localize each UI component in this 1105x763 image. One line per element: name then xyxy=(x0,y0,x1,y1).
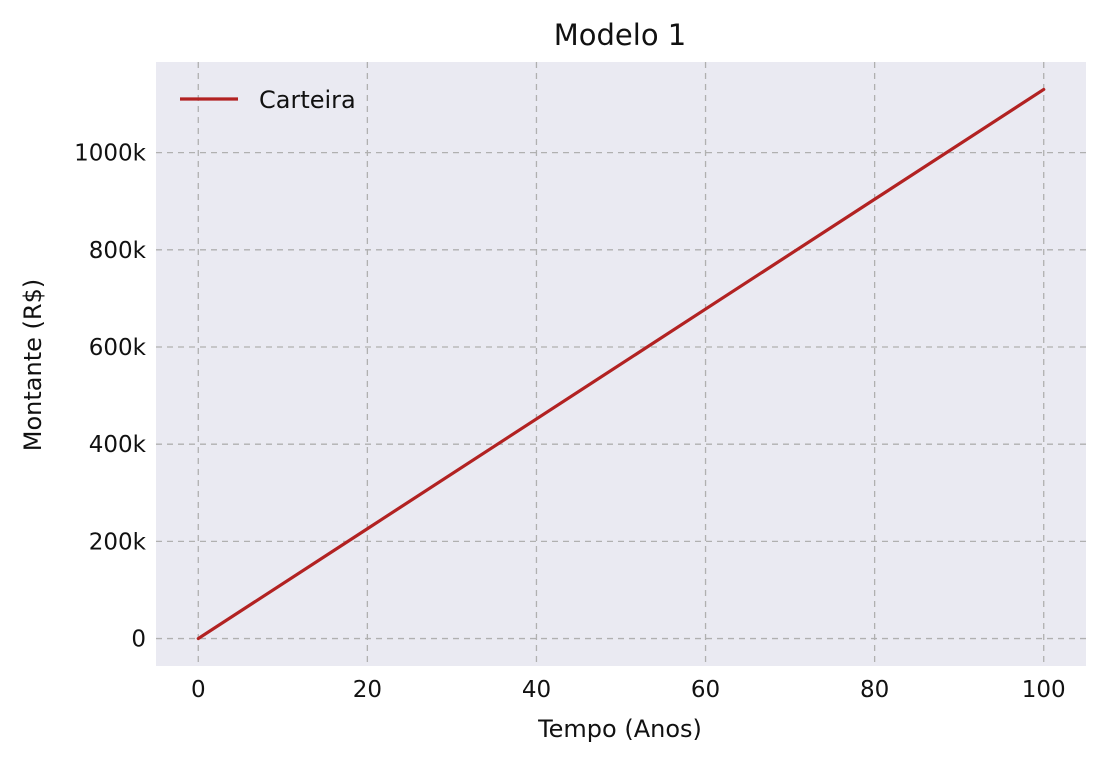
y-tick-label: 1000k xyxy=(74,141,147,167)
x-axis: 0 20 40 60 80 100 xyxy=(191,677,1066,703)
x-tick-label: 20 xyxy=(353,677,382,703)
legend: Carteira xyxy=(180,86,356,114)
y-tick-label: 0 xyxy=(131,627,146,653)
series-line-carteira xyxy=(196,87,1046,641)
x-tick-label: 60 xyxy=(691,677,720,703)
x-tick-label: 100 xyxy=(1022,677,1066,703)
series-group xyxy=(196,87,1046,641)
y-tick-label: 200k xyxy=(89,529,147,555)
legend-label: Carteira xyxy=(259,86,356,114)
y-axis-label: Montante (R$) xyxy=(19,279,47,451)
y-tick-label: 400k xyxy=(89,432,147,458)
x-tick-label: 80 xyxy=(860,677,889,703)
chart-title: Modelo 1 xyxy=(554,18,686,52)
x-tick-label: 0 xyxy=(191,677,206,703)
x-tick-label: 40 xyxy=(522,677,551,703)
y-tick-label: 600k xyxy=(89,335,147,361)
y-tick-label: 800k xyxy=(89,238,147,264)
x-axis-label: Tempo (Anos) xyxy=(537,715,702,743)
grid xyxy=(156,62,1086,666)
y-axis: 0 200k 400k 600k 800k 1000k xyxy=(74,141,147,653)
